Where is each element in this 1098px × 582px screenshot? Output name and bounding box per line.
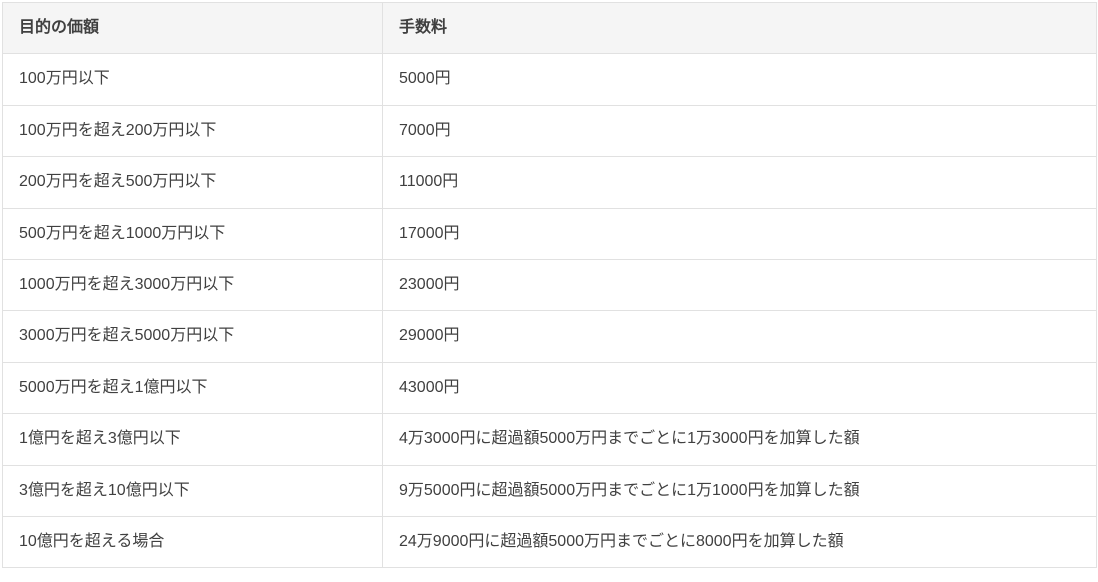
table-header-row: 目的の価額 手数料	[3, 3, 1097, 54]
table-row: 3億円を超え10億円以下 9万5000円に超過額5000万円までごとに1万100…	[3, 465, 1097, 516]
cell-fee: 9万5000円に超過額5000万円までごとに1万1000円を加算した額	[383, 465, 1097, 516]
table-row: 3000万円を超え5000万円以下 29000円	[3, 311, 1097, 362]
cell-amount: 500万円を超え1000万円以下	[3, 208, 383, 259]
cell-amount: 1億円を超え3億円以下	[3, 414, 383, 465]
table-row: 5000万円を超え1億円以下 43000円	[3, 362, 1097, 413]
cell-amount: 100万円以下	[3, 54, 383, 105]
cell-amount: 1000万円を超え3000万円以下	[3, 259, 383, 310]
cell-amount: 3000万円を超え5000万円以下	[3, 311, 383, 362]
cell-fee: 17000円	[383, 208, 1097, 259]
cell-fee: 5000円	[383, 54, 1097, 105]
table-row: 1000万円を超え3000万円以下 23000円	[3, 259, 1097, 310]
cell-fee: 23000円	[383, 259, 1097, 310]
fee-table: 目的の価額 手数料 100万円以下 5000円 100万円を超え200万円以下 …	[2, 2, 1097, 568]
table-header-fee: 手数料	[383, 3, 1097, 54]
table-row: 500万円を超え1000万円以下 17000円	[3, 208, 1097, 259]
cell-fee: 11000円	[383, 157, 1097, 208]
table-row: 100万円以下 5000円	[3, 54, 1097, 105]
cell-fee: 29000円	[383, 311, 1097, 362]
cell-fee: 4万3000円に超過額5000万円までごとに1万3000円を加算した額	[383, 414, 1097, 465]
cell-amount: 10億円を超える場合	[3, 516, 383, 567]
cell-fee: 7000円	[383, 105, 1097, 156]
cell-amount: 100万円を超え200万円以下	[3, 105, 383, 156]
cell-amount: 5000万円を超え1億円以下	[3, 362, 383, 413]
cell-fee: 43000円	[383, 362, 1097, 413]
cell-amount: 200万円を超え500万円以下	[3, 157, 383, 208]
table-row: 200万円を超え500万円以下 11000円	[3, 157, 1097, 208]
table-header-amount: 目的の価額	[3, 3, 383, 54]
cell-amount: 3億円を超え10億円以下	[3, 465, 383, 516]
cell-fee: 24万9000円に超過額5000万円までごとに8000円を加算した額	[383, 516, 1097, 567]
table-row: 1億円を超え3億円以下 4万3000円に超過額5000万円までごとに1万3000…	[3, 414, 1097, 465]
table-row: 100万円を超え200万円以下 7000円	[3, 105, 1097, 156]
table-row: 10億円を超える場合 24万9000円に超過額5000万円までごとに8000円を…	[3, 516, 1097, 567]
